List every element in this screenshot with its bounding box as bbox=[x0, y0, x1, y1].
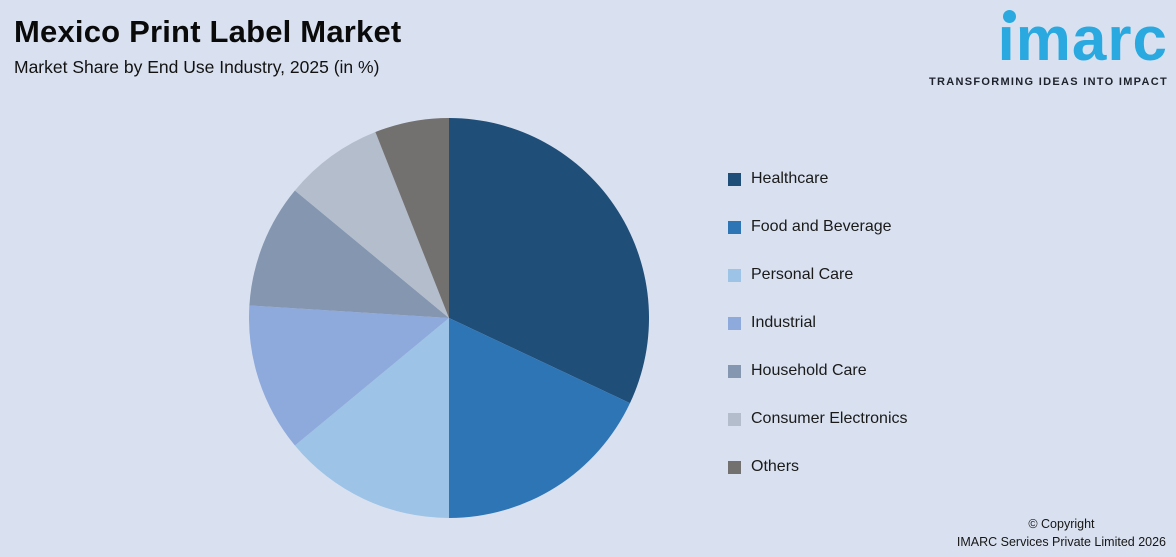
legend-swatch-others bbox=[728, 460, 741, 474]
pie-slice-healthcare bbox=[449, 118, 649, 404]
legend-swatch-industrial bbox=[728, 316, 741, 330]
legend-swatch-healthcare bbox=[728, 172, 741, 186]
legend-label: Industrial bbox=[751, 314, 816, 331]
legend-item-household-care: Household Care bbox=[728, 363, 908, 379]
legend-label: Consumer Electronics bbox=[751, 410, 908, 427]
pie-slice-personal-care bbox=[294, 318, 449, 518]
copyright-line2: IMARC Services Private Limited 2026 bbox=[956, 534, 1166, 549]
chart-legend: Healthcare Food and Beverage Personal Care… bbox=[728, 171, 908, 507]
pie-chart bbox=[249, 118, 649, 518]
legend-item-consumer-electronics: Consumer Electronics bbox=[728, 411, 908, 427]
legend-item-healthcare: Healthcare bbox=[728, 171, 908, 187]
legend-label: Healthcare bbox=[751, 170, 829, 187]
pie-slice-others bbox=[375, 118, 449, 318]
legend-label: Food and Beverage bbox=[751, 218, 892, 235]
pie-slice-industrial bbox=[249, 305, 449, 446]
pie-slice-household-care bbox=[249, 190, 449, 318]
pie-slice-food-and-beverage bbox=[449, 318, 630, 518]
copyright-line1: © Copyright bbox=[1028, 516, 1095, 531]
legend-label: Personal Care bbox=[751, 266, 854, 283]
pie-slice-consumer-electronics bbox=[294, 132, 449, 318]
legend-swatch-personal-care bbox=[728, 268, 741, 282]
legend-item-food-and-beverage: Food and Beverage bbox=[728, 219, 908, 235]
legend-swatch-household-care bbox=[728, 364, 741, 378]
imarc-logo: ımarc TRANSFORMING IDEAS INTO IMPACT bbox=[928, 5, 1168, 89]
header: Mexico Print Label Market Market Share b… bbox=[14, 14, 401, 78]
logo-tagline: TRANSFORMING IDEAS INTO IMPACT bbox=[928, 76, 1168, 89]
legend-swatch-food-and-beverage bbox=[728, 220, 741, 234]
legend-label: Others bbox=[751, 458, 800, 475]
page-subtitle: Market Share by End Use Industry, 2025 (… bbox=[14, 56, 380, 77]
logo-wordmark-wrap: ımarc bbox=[997, 5, 1168, 74]
legend-swatch-consumer-electronics bbox=[728, 412, 741, 426]
legend-item-industrial: Industrial bbox=[728, 315, 908, 331]
legend-label: Household Care bbox=[751, 362, 867, 379]
logo-wordmark: ımarc bbox=[997, 5, 1168, 74]
page-title: Mexico Print Label Market bbox=[14, 14, 402, 49]
logo-i-dot-icon bbox=[1002, 10, 1016, 23]
copyright-notice: © Copyright IMARC Services Private Limit… bbox=[957, 515, 1166, 551]
legend-item-personal-care: Personal Care bbox=[728, 267, 908, 283]
legend-item-others: Others bbox=[728, 459, 908, 475]
